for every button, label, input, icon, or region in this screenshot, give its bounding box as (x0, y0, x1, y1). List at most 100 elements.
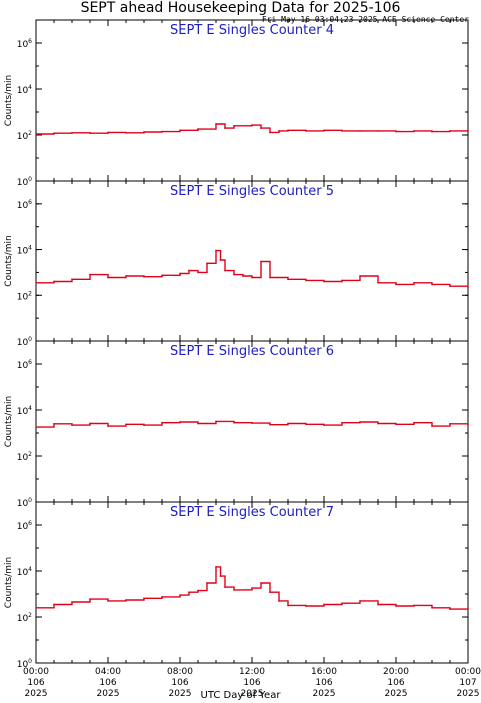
x-tick-label: 16:00 (311, 667, 337, 677)
x-axis-label: UTC Day of Year (200, 690, 281, 701)
data-point (143, 597, 145, 600)
data-point (467, 130, 469, 133)
y-axis-label: Counts/min (4, 235, 14, 286)
data-point (287, 129, 289, 132)
y-tick-label-exponent: 4 (28, 405, 32, 412)
y-tick-label-base: 10 (17, 614, 29, 624)
y-axis-label: Counts/min (4, 396, 14, 447)
data-point (35, 282, 37, 284)
data-point (161, 130, 163, 133)
data-point (179, 421, 181, 423)
data-point (260, 127, 262, 129)
plot-frame (35, 19, 469, 182)
data-point (89, 132, 91, 134)
y-tick-label: 100 (17, 176, 32, 188)
data-point (305, 130, 307, 132)
data-point (377, 130, 379, 132)
y-tick-label: 104 (17, 566, 32, 578)
y-tick-label-exponent: 0 (28, 336, 32, 343)
y-tick-label: 100 (17, 336, 32, 348)
data-point (377, 603, 379, 606)
y-tick-label-exponent: 4 (28, 84, 32, 91)
x-tick-label: 12:00 (239, 667, 265, 677)
data-point (269, 131, 271, 134)
data-point (395, 283, 397, 286)
data-point (413, 130, 415, 132)
x-tick-label: 08:00 (167, 667, 193, 677)
data-point (107, 131, 109, 134)
data-point (35, 426, 37, 428)
data-point (341, 602, 343, 604)
data-point (107, 276, 109, 279)
data-point (449, 130, 451, 132)
y-tick-label-exponent: 6 (28, 359, 32, 366)
data-point (53, 423, 55, 425)
data-point (89, 598, 91, 600)
y-tick-label-base: 10 (17, 568, 29, 578)
data-point (278, 600, 280, 602)
y-tick-label: 100 (17, 658, 32, 670)
data-point (107, 600, 109, 602)
y-tick-label-exponent: 0 (28, 497, 32, 504)
series-line (36, 249, 469, 288)
series-line (36, 420, 469, 428)
data-point (224, 586, 226, 588)
data-point (251, 276, 253, 279)
x-tick-label: 106 (243, 678, 260, 688)
data-point (125, 423, 127, 426)
y-tick-label-base: 10 (17, 201, 29, 211)
y-tick-label-exponent: 6 (28, 38, 32, 45)
plot-frame (35, 501, 469, 664)
panel-title: SEPT E Singles Counter 6 (170, 344, 334, 359)
y-tick-label-exponent: 6 (28, 199, 32, 206)
y-tick-label: 106 (17, 199, 32, 211)
data-point (323, 280, 325, 283)
data-point (287, 422, 289, 425)
data-point (260, 260, 262, 263)
x-tick-label: 2025 (25, 689, 48, 699)
data-point (278, 130, 280, 132)
data-point (125, 132, 127, 134)
data-point (359, 421, 361, 423)
data-point (233, 421, 235, 424)
data-point (224, 269, 226, 272)
data-point (107, 425, 109, 427)
data-point (71, 278, 73, 281)
data-point (233, 589, 235, 591)
panel-title: SEPT E Singles Counter 7 (170, 505, 334, 520)
data-point (305, 423, 307, 426)
data-point (224, 127, 226, 129)
data-point (431, 425, 433, 427)
data-point (242, 275, 244, 277)
data-point (89, 273, 91, 276)
data-point (359, 600, 361, 602)
data-point (197, 589, 199, 592)
data-point (215, 249, 217, 252)
data-point (467, 286, 469, 289)
data-point (143, 275, 145, 278)
data-point (35, 133, 37, 135)
plot-frame (35, 180, 469, 342)
y-tick-label-exponent: 0 (28, 176, 32, 183)
data-point (143, 131, 145, 133)
data-point (219, 575, 222, 577)
data-point (359, 275, 361, 277)
data-point (197, 422, 199, 425)
y-tick-label: 102 (17, 612, 32, 624)
data-point (413, 282, 415, 284)
y-tick-label-base: 10 (17, 522, 29, 532)
data-point (341, 421, 343, 424)
data-point (395, 423, 397, 426)
panel-title: SEPT E Singles Counter 5 (170, 184, 334, 199)
data-point (125, 599, 127, 601)
x-tick-label: 04:00 (95, 667, 121, 677)
y-tick-label: 106 (17, 520, 32, 532)
y-tick-label: 104 (17, 84, 32, 96)
y-tick-label-base: 10 (17, 453, 29, 463)
x-tick-label: 106 (387, 678, 404, 688)
y-tick-label-base: 10 (17, 660, 29, 670)
y-tick-label: 102 (17, 290, 32, 302)
